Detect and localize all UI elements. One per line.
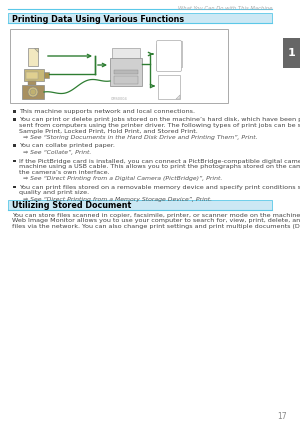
Text: Printing Data Using Various Functions: Printing Data Using Various Functions	[12, 14, 184, 23]
Bar	[112, 48, 140, 58]
Bar	[158, 43, 180, 69]
Text: 1: 1	[288, 48, 296, 58]
Bar	[24, 69, 44, 81]
Text: ⇒ See “Direct Printing from a Memory Storage Device”, Print.: ⇒ See “Direct Printing from a Memory Sto…	[23, 197, 212, 201]
Text: 17: 17	[278, 412, 287, 421]
Bar	[13, 186, 16, 188]
Circle shape	[30, 89, 36, 95]
Bar	[28, 81, 36, 85]
Bar	[13, 110, 16, 112]
Text: You can collate printed paper.: You can collate printed paper.	[19, 144, 115, 149]
Text: ⇒ See “Storing Documents in the Hard Disk Drive and Printing Them”, Print.: ⇒ See “Storing Documents in the Hard Dis…	[23, 135, 258, 140]
Bar	[114, 70, 138, 74]
Bar	[22, 85, 44, 99]
Bar	[28, 48, 38, 66]
Text: ⇒ See “Direct Printing from a Digital Camera (PictBridge)”, Print.: ⇒ See “Direct Printing from a Digital Ca…	[23, 176, 222, 181]
Bar	[10, 29, 228, 103]
Text: You can print or delete print jobs stored on the machine’s hard disk, which have: You can print or delete print jobs store…	[19, 118, 300, 134]
Bar	[158, 75, 180, 99]
Circle shape	[28, 87, 38, 97]
Bar	[8, 200, 272, 210]
Bar	[8, 13, 272, 23]
Text: If the PictBridge card is installed, you can connect a PictBridge-compatible dig: If the PictBridge card is installed, you…	[19, 159, 300, 175]
Bar	[44, 72, 49, 78]
Bar	[283, 38, 300, 68]
Text: You can store files scanned in copier, facsimile, printer, or scanner mode on th: You can store files scanned in copier, f…	[12, 213, 300, 229]
Text: What You Can Do with This Machine: What You Can Do with This Machine	[178, 6, 272, 11]
FancyBboxPatch shape	[157, 40, 181, 72]
Text: You can print files stored on a removable memory device and specify print condit: You can print files stored on a removabl…	[19, 185, 300, 196]
Text: CMS0004: CMS0004	[111, 98, 128, 101]
Bar	[160, 41, 182, 67]
Text: ⇒ See “Collate”, Print.: ⇒ See “Collate”, Print.	[23, 150, 92, 155]
Text: This machine supports network and local connections.: This machine supports network and local …	[19, 109, 195, 114]
Bar	[13, 160, 16, 162]
Bar	[13, 118, 16, 121]
Bar	[110, 58, 142, 86]
Bar	[26, 72, 38, 79]
Polygon shape	[176, 95, 180, 99]
Bar	[114, 76, 138, 84]
Bar	[156, 44, 178, 70]
Text: Utilizing Stored Document: Utilizing Stored Document	[12, 201, 131, 210]
Bar	[13, 144, 16, 147]
Polygon shape	[34, 48, 38, 52]
